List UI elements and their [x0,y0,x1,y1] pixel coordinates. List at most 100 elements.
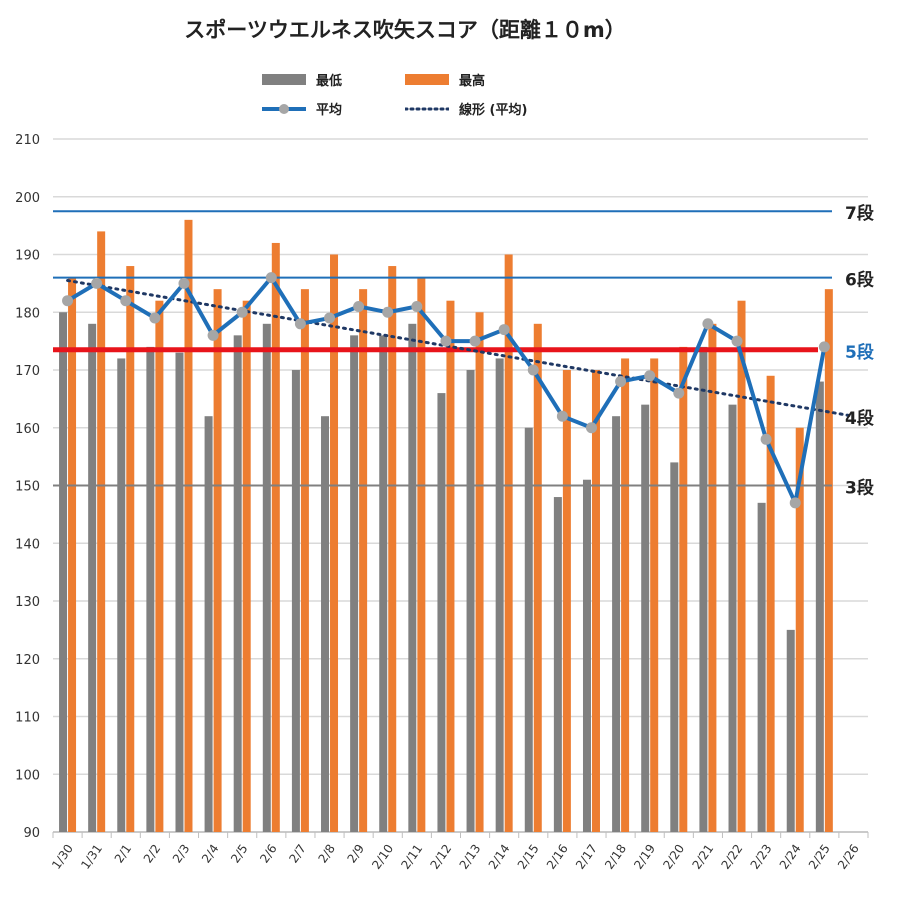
legend-line-trend [405,107,449,110]
bar-min [175,352,184,832]
x-tick-label: 1/30 [49,842,76,872]
x-tick-label: 2/5 [228,842,251,866]
x-tick-label: 2/13 [457,842,484,872]
x-tick-label: 2/2 [141,842,164,866]
bar-max [446,300,455,832]
average-point [382,306,394,318]
x-tick-label: 2/23 [748,842,775,872]
x-tick-label: 2/6 [257,842,280,866]
x-tick-label: 2/22 [719,842,746,872]
legend-item-max: 最高 [405,70,485,89]
average-point [265,272,277,284]
bar-min [233,335,242,832]
x-tick-label: 2/9 [345,842,368,866]
average-point [91,277,103,289]
bar-min [291,370,300,832]
reference-label: 7段 [845,203,874,224]
x-tick-label: 1/31 [78,842,105,872]
y-tick-label: 200 [15,191,40,206]
y-tick-label: 190 [15,249,40,264]
x-tick-label: 2/26 [835,842,862,872]
bar-min [117,358,126,832]
average-point [149,312,161,324]
x-tick-label: 2/24 [777,842,804,872]
x-tick-label: 2/20 [660,842,687,872]
bar-max [504,254,513,832]
bar-min [699,346,708,832]
bar-min [408,323,417,832]
bar-min [88,323,97,832]
bar-max [650,358,659,832]
bar-min [786,629,795,832]
y-tick-label: 130 [15,595,40,610]
x-tick-label: 2/18 [602,842,629,872]
bar-max [271,242,280,832]
bar-min [641,404,650,832]
reference-label: 4段 [845,408,874,429]
legend-item-min: 最低 [262,70,342,89]
bar-max [184,219,193,833]
average-point [498,324,510,336]
y-tick-label: 180 [15,306,40,321]
bar-max [417,277,426,833]
x-tick-label: 2/3 [170,842,193,866]
average-point [440,335,452,347]
bar-min [728,404,737,832]
x-tick-label: 2/4 [199,842,222,866]
average-point [789,497,801,509]
x-tick-label: 2/10 [369,842,396,872]
average-point [469,335,481,347]
bar-max [68,277,77,833]
average-point [178,277,190,289]
bar-max [155,300,164,832]
reference-label: 3段 [845,478,874,499]
x-tick-label: 2/19 [631,842,658,872]
reference-label: 6段 [845,270,874,291]
x-tick-label: 2/16 [544,842,571,872]
average-point [731,335,743,347]
average-point [644,370,656,382]
average-point [411,300,423,312]
average-point [615,376,627,388]
legend-label-avg: 平均 [316,103,343,118]
x-tick-label: 2/14 [486,842,513,872]
legend-label-max: 最高 [459,74,486,89]
x-tick-label: 2/7 [286,842,309,866]
bar-max [300,289,309,832]
x-tick-label: 2/12 [427,842,454,872]
average-point [818,341,830,353]
average-point [294,318,306,330]
bar-max [213,289,222,832]
bar-max [388,266,397,832]
bar-min [757,502,766,832]
x-tick-label: 2/25 [806,842,833,872]
bar-max [737,300,746,832]
bar-max [475,312,484,832]
bar-min [350,335,359,832]
bar-max [242,300,251,832]
bar-max [126,266,135,832]
average-point [556,410,568,422]
x-tick-label: 2/21 [689,842,716,872]
bar-min [612,416,621,832]
x-tick-label: 2/8 [315,842,338,866]
legend-line-avg [262,103,306,114]
bar-min [321,416,330,832]
bar-max [359,289,368,832]
average-point [207,329,219,341]
bar-max [766,375,775,832]
x-tick-label: 2/17 [573,842,600,872]
bar-min [815,381,824,832]
bar-min [146,346,155,832]
bar-min [670,462,679,832]
bar-max [679,346,688,832]
y-tick-label: 170 [15,364,40,379]
bar-max [97,231,106,832]
bar-min [495,358,504,832]
trendline [66,278,855,418]
average-point [760,433,772,445]
legend-label-min: 最低 [316,74,343,89]
bar-min [379,335,388,832]
